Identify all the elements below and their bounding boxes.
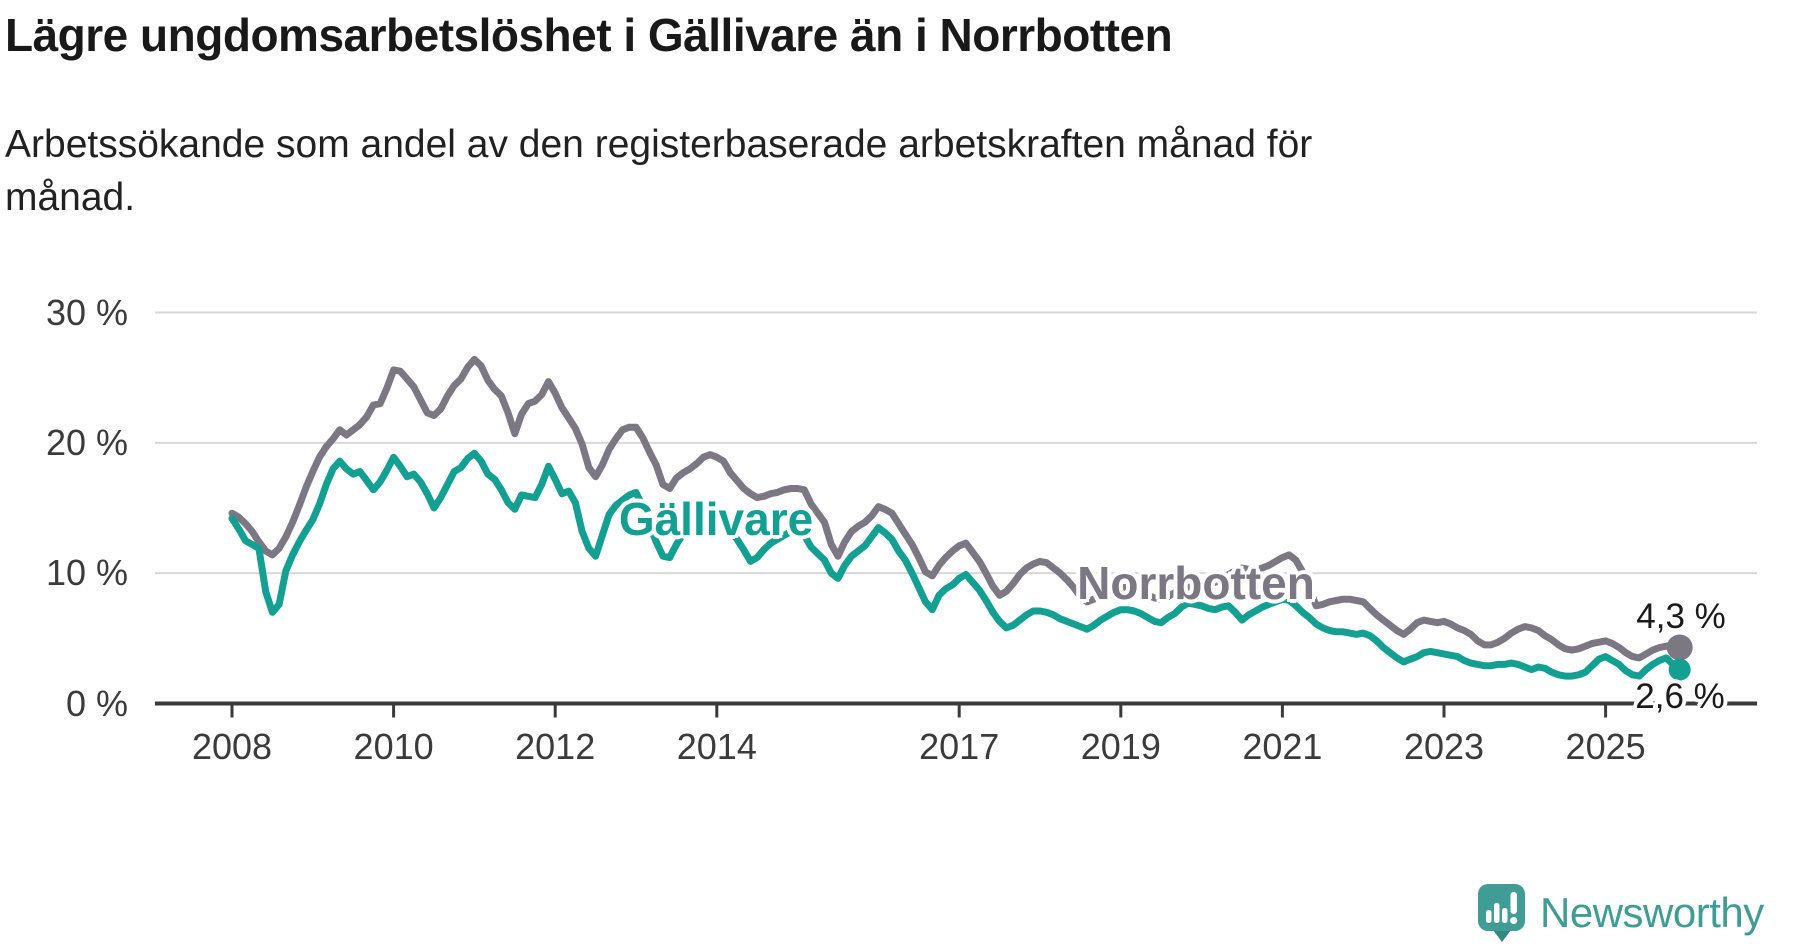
chart-subtitle-line1: Arbetssökande som andel av den registerb… xyxy=(5,123,1313,166)
newsworthy-icon xyxy=(1478,884,1525,942)
x-tick-label: 2008 xyxy=(191,726,273,767)
newsworthy-wordmark: Newsworthy xyxy=(1540,889,1764,936)
x-tick-label: 2010 xyxy=(353,726,434,767)
x-tick-label: 2012 xyxy=(515,726,596,767)
gallivare-line xyxy=(228,449,1684,680)
x-tick-label: 2023 xyxy=(1403,726,1485,767)
x-tick-label: 2014 xyxy=(676,726,757,767)
norrbotten-line xyxy=(228,355,1684,662)
y-tick-label: 30 % xyxy=(45,291,128,333)
newsworthy-logo: Newsworthy xyxy=(1478,884,1764,942)
chart-subtitle-line2: månad. xyxy=(5,176,136,219)
y-tick-label: 20 % xyxy=(45,421,128,463)
chart-subtitle: Arbetssökande som andel av den registerb… xyxy=(5,118,1565,224)
end-value-label-gallivare: 2,6 % xyxy=(1635,677,1725,716)
x-tick-label: 2025 xyxy=(1565,726,1646,767)
x-tick-label: 2021 xyxy=(1242,726,1323,767)
x-tick-label: 2017 xyxy=(919,726,1000,767)
series-label-norrbotten: Norrbotten xyxy=(1077,557,1315,609)
end-value-label-norrbotten: 4,3 % xyxy=(1636,597,1726,636)
norrbotten-end-dot xyxy=(1666,634,1693,661)
chart-title: Lägre ungdomsarbetslöshet i Gällivare än… xyxy=(5,9,1173,61)
x-tick-label: 2019 xyxy=(1080,726,1161,767)
gallivare-end-dot xyxy=(1668,658,1691,681)
y-tick-label: 0 % xyxy=(65,682,128,724)
series-label-gallivare: Gällivare xyxy=(618,493,814,545)
y-tick-label: 10 % xyxy=(45,552,128,594)
